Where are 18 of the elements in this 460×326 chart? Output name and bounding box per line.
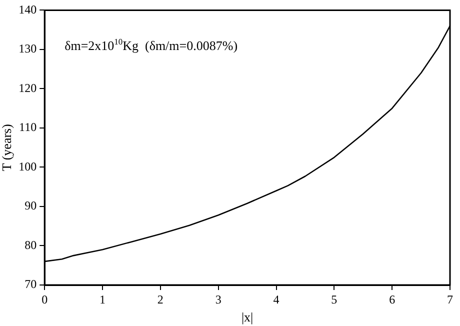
y-tick-label: 120	[18, 80, 37, 95]
x-tick-label: 6	[389, 292, 396, 306]
y-tick-label: 100	[18, 159, 37, 174]
y-tick-label: 130	[18, 42, 37, 56]
x-axis-title: |x|	[241, 310, 254, 325]
y-tick-label: 90	[24, 198, 37, 213]
y-tick-label: 80	[24, 238, 37, 252]
x-tick-label: 1	[100, 292, 106, 306]
y-tick-label: 110	[19, 120, 37, 134]
y-axis-title: T (years)	[0, 124, 14, 172]
x-tick-label: 5	[331, 292, 338, 306]
x-tick-label: 3	[215, 292, 222, 306]
x-tick-label: 4	[273, 292, 280, 306]
x-tick-label: 0	[42, 292, 48, 306]
y-tick-label: 70	[24, 277, 37, 292]
x-tick-label: 7	[447, 292, 453, 306]
y-tick-label: 140	[18, 2, 37, 16]
x-tick-label: 2	[157, 292, 164, 306]
